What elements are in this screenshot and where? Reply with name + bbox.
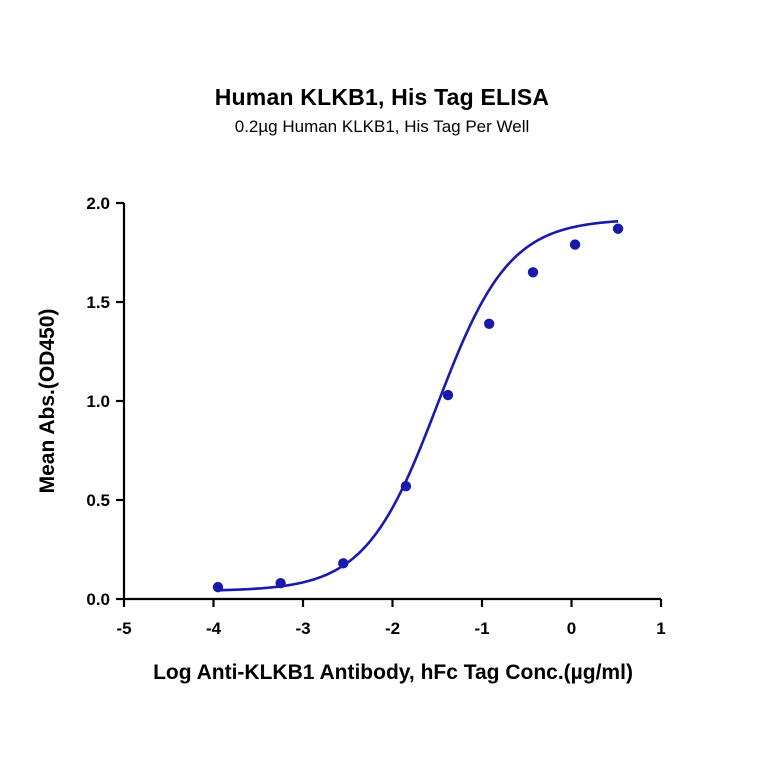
x-tick-label: -3 xyxy=(295,619,310,638)
axes xyxy=(122,203,661,601)
y-tick-label: 2.0 xyxy=(86,194,110,213)
data-point xyxy=(212,581,224,593)
chart-subtitle: 0.2µg Human KLKB1, His Tag Per Well xyxy=(234,117,530,136)
data-point xyxy=(569,239,581,250)
data-point xyxy=(400,480,412,492)
x-tick-label: 1 xyxy=(656,619,665,638)
x-tick-label: -2 xyxy=(385,619,400,638)
data-point xyxy=(612,223,624,234)
y-tick-label: 1.0 xyxy=(86,392,110,411)
chart-title: Human KLKB1, His Tag ELISA xyxy=(214,84,550,110)
x-tick-label: -1 xyxy=(474,619,489,638)
data-point xyxy=(483,318,495,329)
x-axis-title: Log Anti-KLKB1 Antibody, hFc Tag Conc.(µ… xyxy=(153,661,633,684)
data-point xyxy=(338,558,349,569)
x-tick-label: -4 xyxy=(206,619,222,638)
y-tick-label: 0.5 xyxy=(86,491,110,510)
y-tick-label: 1.5 xyxy=(86,293,110,312)
data-points xyxy=(212,223,624,593)
y-tick-label: 0.0 xyxy=(86,590,110,609)
data-point xyxy=(527,267,539,278)
fit-curve xyxy=(217,219,619,592)
data-point xyxy=(275,577,286,589)
ticks: -5 -4 -3 -2 -1 0 1 0.0 0.5 1.0 1.5 2.0 xyxy=(86,194,665,638)
y-axis-title: Mean Abs.(OD450) xyxy=(36,309,59,494)
x-tick-label: -5 xyxy=(116,619,131,638)
data-point xyxy=(442,389,454,401)
x-tick-label: 0 xyxy=(567,619,576,638)
